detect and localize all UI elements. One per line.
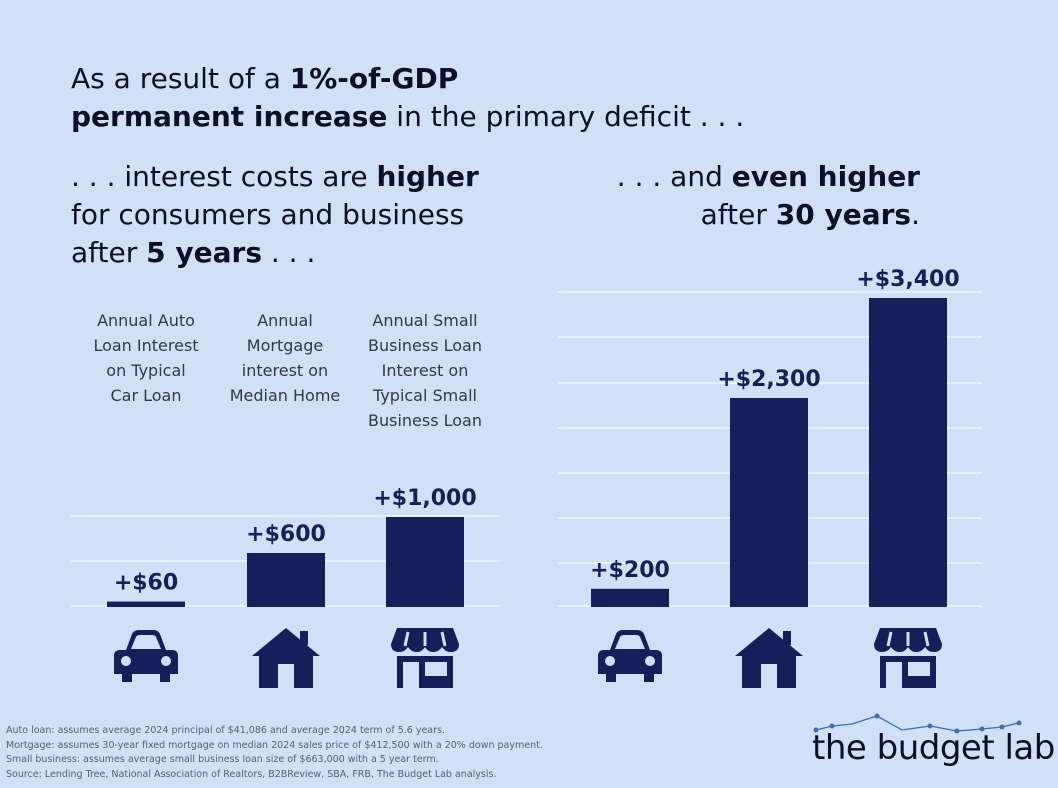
bar-auto-5yr [107, 601, 185, 607]
footnote-auto: Auto loan: assumes average 2024 principa… [6, 725, 446, 736]
headline: As a result of a 1%-of-GDP permanent inc… [71, 60, 744, 136]
logo-sparkline-icon [813, 713, 1022, 734]
data-label-mortgage-5yr: +$600 [246, 522, 326, 547]
bar-charts: +$60 +$600 +$1,000 +$200 +$2,300 +$3,400 [71, 267, 982, 688]
left-heading-bold1: higher [376, 160, 479, 193]
data-label-auto-5yr: +$60 [114, 571, 178, 596]
logo: the budget lab [812, 728, 1055, 768]
headline-bold2: permanent increase [71, 100, 388, 133]
left-heading-bold2: 5 years [146, 236, 262, 269]
right-heading-bold1: even higher [731, 160, 920, 193]
house-icon [735, 628, 803, 688]
right-heading-part1: . . . and [616, 160, 732, 193]
left-heading-line2: for consumers and business [71, 198, 465, 231]
headline-part2: in the primary deficit . . . [387, 100, 745, 133]
category-label-mortgage: Annual Mortgage interest on Median Home [229, 311, 341, 405]
left-heading-part3: after [71, 236, 147, 269]
data-label-small-business-5yr: +$1,000 [373, 486, 476, 511]
left-heading-part4: . . . [261, 236, 316, 269]
house-icon [252, 628, 320, 688]
storefront-icon [874, 628, 942, 688]
left-heading-part1: . . . interest costs are [71, 160, 377, 193]
footnote-source: Source: Lending Tree, National Associati… [6, 768, 497, 780]
data-label-auto-30yr: +$200 [590, 558, 670, 583]
right-heading: . . . and even higher after 30 years. [560, 158, 920, 234]
footnote-small-business: Small business: assumes average small bu… [6, 754, 439, 765]
car-icon [598, 630, 662, 682]
right-heading-part2: after [700, 198, 776, 231]
bar-mortgage-5yr [247, 553, 325, 607]
footnote-mortgage: Mortgage: assumes 30-year fixed mortgage… [6, 739, 543, 751]
data-label-mortgage-30yr: +$2,300 [717, 367, 820, 392]
headline-part1: As a result of a [71, 62, 290, 95]
car-icon [114, 630, 178, 682]
data-label-small-business-30yr: +$3,400 [856, 267, 959, 292]
bar-small-business-30yr [869, 298, 947, 607]
left-heading: . . . interest costs are higher for cons… [71, 158, 479, 272]
right-heading-bold2: 30 years [775, 198, 912, 231]
category-label-auto: Annual Auto Loan Interest on Typical Car Lo… [93, 311, 199, 405]
storefront-icon [391, 628, 459, 688]
footnotes: Auto loan: assumes average 2024 principa… [6, 724, 543, 782]
bar-small-business-5yr [386, 517, 464, 607]
right-heading-part3: . [911, 198, 920, 231]
headline-bold1: 1%-of-GDP [289, 62, 459, 95]
category-label-small-business: Annual Small Business Loan Interest on Typi… [367, 311, 482, 430]
bar-mortgage-30yr [730, 397, 808, 607]
bar-auto-30yr [591, 588, 669, 607]
